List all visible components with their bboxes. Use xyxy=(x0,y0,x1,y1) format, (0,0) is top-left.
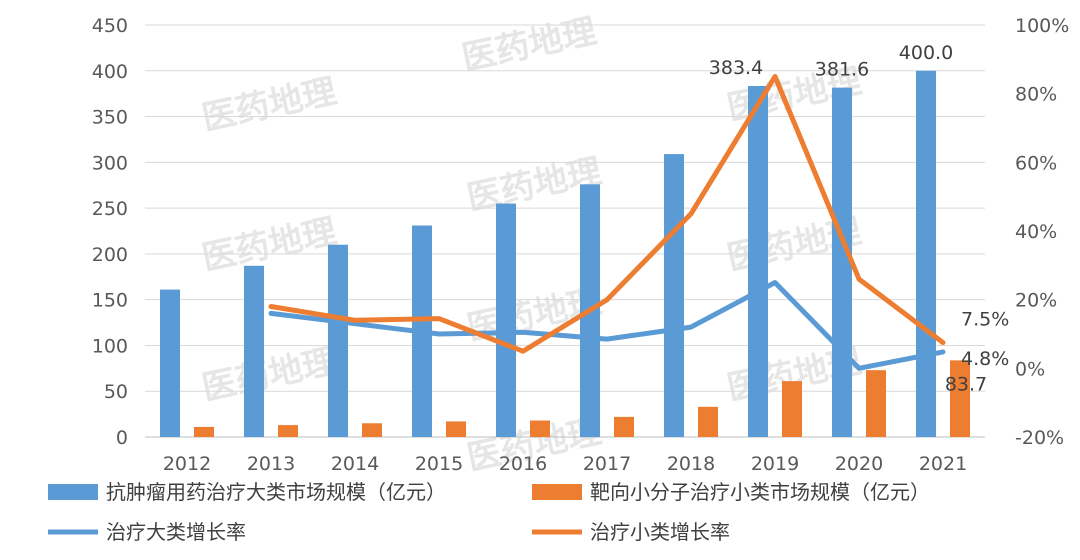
right-axis-tick-label: 80% xyxy=(1015,84,1057,106)
x-axis-tick-label: 2015 xyxy=(415,453,463,475)
line-large-growth xyxy=(268,280,946,371)
data-label: 83.7 xyxy=(945,373,987,395)
bar-small-category xyxy=(278,425,298,437)
right-axis-tick-label: -20% xyxy=(1015,427,1064,449)
data-label: 381.6 xyxy=(815,59,869,81)
right-y-axis: -20% 0% 20% 40% 60% 80% 100% xyxy=(1015,15,1069,449)
x-axis-tick-label: 2021 xyxy=(919,453,967,475)
legend-label: 抗肿瘤用药治疗大类市场规模（亿元） xyxy=(106,480,446,504)
bar-small-category xyxy=(782,381,802,437)
line-series xyxy=(268,74,946,371)
bar-large-category xyxy=(160,289,180,437)
right-axis-tick-label: 20% xyxy=(1015,290,1057,312)
bar-large-category xyxy=(496,203,516,437)
left-axis-tick-label: 0 xyxy=(116,427,128,449)
right-axis-tick-label: 0% xyxy=(1015,358,1045,380)
right-axis-tick-label: 60% xyxy=(1015,152,1057,174)
bar-small-category xyxy=(950,360,970,437)
bar-small-category xyxy=(530,420,550,437)
left-axis-tick-label: 100 xyxy=(92,335,128,357)
line-small-growth xyxy=(268,74,946,354)
watermark-text: 医药地理 xyxy=(199,71,340,138)
watermark-text: 医药地理 xyxy=(459,11,600,78)
x-axis-tick-label: 2012 xyxy=(163,453,211,475)
left-axis-tick-label: 350 xyxy=(92,107,128,129)
bar-small-category xyxy=(698,406,718,437)
right-axis-tick-label: 40% xyxy=(1015,221,1057,243)
bar-large-category xyxy=(916,70,936,438)
left-axis-tick-label: 300 xyxy=(92,152,128,174)
watermark-text: 医药地理 xyxy=(199,211,340,278)
left-axis-tick-label: 450 xyxy=(92,15,128,37)
left-axis-tick-label: 400 xyxy=(92,61,128,83)
legend-swatch-bar xyxy=(48,484,98,500)
legend-swatch-bar xyxy=(532,484,582,500)
x-axis-tick-label: 2019 xyxy=(751,453,799,475)
bar-small-category xyxy=(194,426,214,437)
bar-small-category xyxy=(362,423,382,437)
data-label: 400.0 xyxy=(899,42,953,64)
left-axis-tick-label: 200 xyxy=(92,244,128,266)
bar-series xyxy=(160,70,970,438)
data-label: 4.8% xyxy=(961,348,1009,370)
left-axis-tick-label: 250 xyxy=(92,198,128,220)
bar-large-category xyxy=(832,87,852,438)
bar-large-category xyxy=(748,85,768,437)
bar-large-category xyxy=(664,154,684,438)
bar-large-category xyxy=(244,265,264,437)
left-y-axis: 0 50 100 150 200 250 300 350 400 450 xyxy=(92,15,128,449)
x-axis-tick-label: 2014 xyxy=(331,453,379,475)
left-axis-tick-label: 50 xyxy=(104,381,128,403)
x-axis-tick-label: 2016 xyxy=(499,453,547,475)
legend: 抗肿瘤用药治疗大类市场规模（亿元） 靶向小分子治疗小类市场规模（亿元） 治疗大类增长… xyxy=(48,480,930,544)
data-label: 7.5% xyxy=(961,309,1009,331)
bar-large-category xyxy=(328,244,348,437)
right-axis-tick-label: 100% xyxy=(1015,15,1069,37)
bar-small-category xyxy=(614,416,634,437)
x-axis-tick-label: 2013 xyxy=(247,453,295,475)
data-label: 383.4 xyxy=(709,57,763,79)
watermark-text: 医药地理 xyxy=(199,341,340,408)
bar-small-category xyxy=(446,421,466,437)
legend-label: 治疗大类增长率 xyxy=(106,520,246,544)
legend-label: 靶向小分子治疗小类市场规模（亿元） xyxy=(590,480,930,504)
x-axis: 2012 2013 2014 2015 2016 2017 2018 2019 2020 2021 xyxy=(163,453,967,475)
x-axis-tick-label: 2017 xyxy=(583,453,631,475)
data-labels: 383.4 381.6 400.0 83.7 4.8% 7.5% xyxy=(709,42,1009,396)
legend-label: 治疗小类增长率 xyxy=(590,520,730,544)
x-axis-tick-label: 2020 xyxy=(835,453,883,475)
x-axis-tick-label: 2018 xyxy=(667,453,715,475)
bar-small-category xyxy=(866,370,886,437)
left-axis-tick-label: 150 xyxy=(92,290,128,312)
